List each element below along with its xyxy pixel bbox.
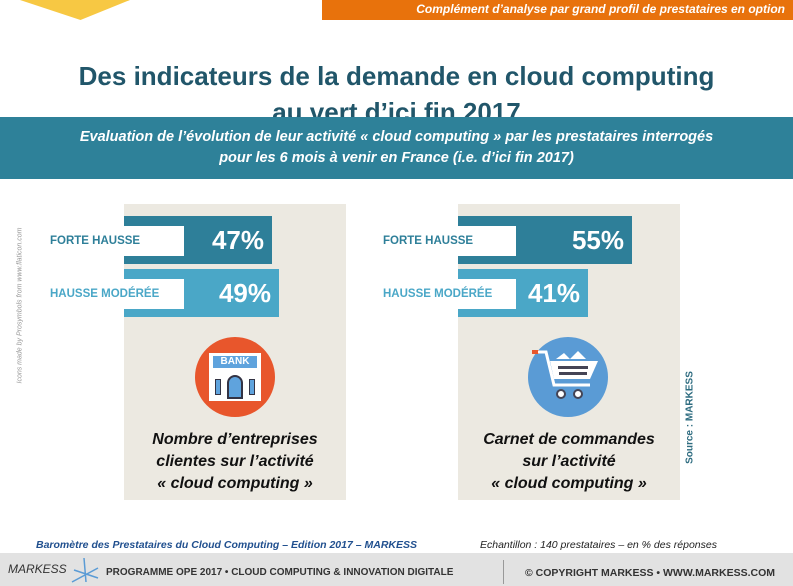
yellow-chevron-decoration: [20, 0, 130, 20]
subtitle-line: pour les 6 mois à venir en France (i.e. …: [219, 150, 574, 166]
program-label: PROGRAMME OPE 2017 • CLOUD COMPUTING & I…: [106, 567, 454, 578]
subtitle-band: Evaluation de l’évolution de leur activi…: [0, 117, 793, 179]
caption-line: sur l’activité: [522, 453, 616, 470]
subtitle-line: Evaluation de l’évolution de leur activi…: [79, 129, 714, 145]
option-banner: Complément d’analyse par grand profil de…: [322, 0, 793, 20]
caption-line: Nombre d’entreprises: [152, 431, 318, 448]
copyright: © COPYRIGHT MARKESS • WWW.MARKESS.COM: [525, 567, 775, 579]
icon-credit: Icons made by Prosymbols from www.flatic…: [16, 227, 24, 384]
source-label: Source : MARKESS: [684, 371, 696, 464]
panel-caption: Nombre d’entreprises clientes sur l’acti…: [124, 429, 346, 495]
markess-logo: MARKESS: [8, 562, 67, 576]
footer-divider: [503, 560, 504, 584]
bar-label: HAUSSE MODÉRÉE: [373, 279, 516, 309]
bank-icon: BANK: [195, 337, 275, 417]
barometer-title: Baromètre des Prestataires du Cloud Comp…: [36, 539, 417, 551]
bar-label: HAUSSE MODÉRÉE: [40, 279, 184, 309]
caption-line: Carnet de commandes: [483, 431, 655, 448]
shopping-cart-icon: [528, 337, 608, 417]
page-title: Des indicateurs de la demande en cloud c…: [0, 58, 793, 130]
star-logo-icon: [71, 557, 99, 583]
panel-caption: Carnet de commandes sur l’activité « clo…: [458, 429, 680, 495]
bar-label: FORTE HAUSSE: [373, 226, 516, 256]
footer-bar: [0, 553, 793, 586]
title-line: Des indicateurs de la demande en cloud c…: [78, 61, 715, 91]
caption-line: « cloud computing »: [157, 475, 313, 492]
bar-forte-hausse: 47%: [124, 216, 272, 264]
bar-label: FORTE HAUSSE: [40, 226, 184, 256]
caption-line: « cloud computing »: [491, 475, 647, 492]
caption-line: clientes sur l’activité: [156, 453, 314, 470]
sample-note: Echantillon : 140 prestataires – en % de…: [480, 539, 717, 551]
